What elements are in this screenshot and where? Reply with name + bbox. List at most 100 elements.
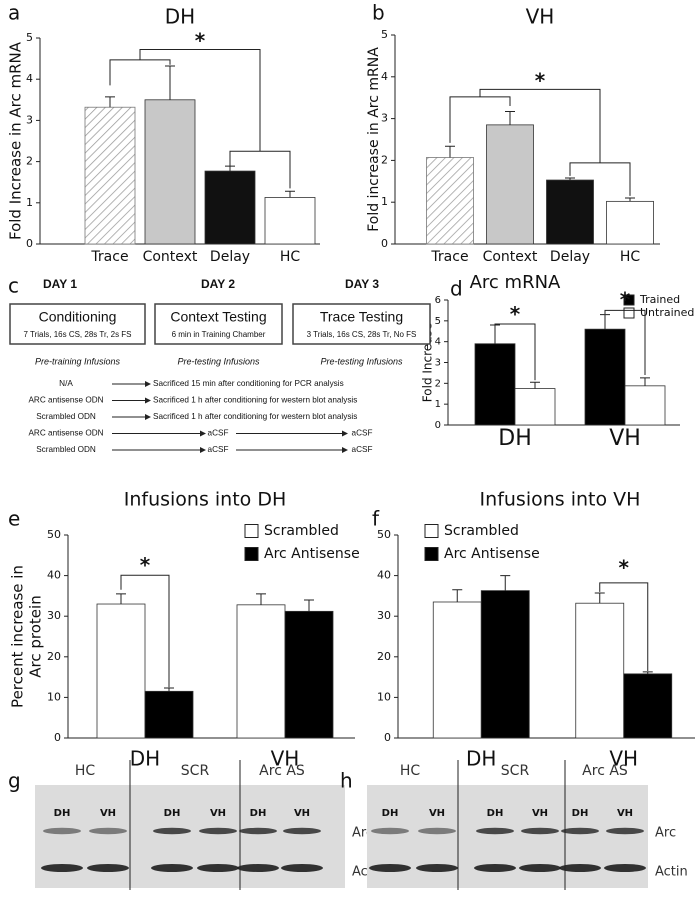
actin-band	[604, 864, 646, 872]
y-tick-label: 5	[435, 316, 441, 327]
significance-star: *	[195, 29, 206, 53]
error-bar	[285, 190, 295, 198]
y-tick-label: 10	[377, 690, 391, 703]
error-bar	[640, 377, 650, 386]
y-tick-label: 1	[435, 399, 441, 410]
y-tick-label: 0	[26, 237, 33, 250]
session-detail: 6 min in Training Chamber	[172, 330, 266, 339]
panel-label: c	[8, 274, 19, 298]
group-label: SCR	[181, 763, 210, 779]
session-title: Context Testing	[170, 309, 266, 325]
actin-band	[559, 864, 601, 872]
treatment-label: N/A	[59, 379, 73, 388]
lane-label: DH	[572, 808, 589, 819]
significance-bracket	[109, 59, 171, 86]
lane-label: VH	[294, 808, 310, 819]
legend-label: Scrambled	[264, 523, 339, 539]
error-bar	[490, 324, 500, 344]
session-detail: 7 Trials, 16s CS, 28s Tr, 2s FS	[23, 330, 131, 339]
bar	[474, 343, 516, 426]
protocol-panel: c DAY 1 DAY 2 DAY 3 Conditioning 7 Trials, 16…	[8, 274, 431, 454]
significance-bracket	[599, 582, 649, 672]
y-tick-label: 40	[47, 569, 61, 582]
significance-star: *	[510, 302, 521, 326]
actin-band	[151, 864, 193, 872]
bar	[546, 179, 594, 245]
actin-band	[197, 864, 239, 872]
error-bar	[165, 65, 175, 100]
y-tick-label: 10	[47, 690, 61, 703]
bar	[624, 385, 666, 426]
actin-band	[41, 864, 83, 872]
lane-label: VH	[429, 808, 445, 819]
y-tick-label: 0	[381, 237, 388, 250]
y-tick-label: 50	[377, 528, 391, 541]
chart-title: Arc mRNA	[470, 272, 561, 293]
actin-band	[281, 864, 323, 872]
actin-band	[237, 864, 279, 872]
bar	[584, 328, 626, 426]
session-title: Conditioning	[39, 309, 117, 325]
bar	[144, 690, 194, 739]
group-label: Arc AS	[259, 763, 305, 779]
treatment-label: Scrambled ODN	[36, 445, 96, 454]
bar	[284, 610, 334, 739]
legend-swatch	[244, 547, 259, 561]
y-tick-label: 4	[26, 72, 33, 85]
treatment-label: ARC antisense ODN	[28, 396, 103, 405]
y-tick-label: 3	[381, 112, 388, 125]
y-tick-label: 0	[54, 731, 61, 744]
infusion-header: Pre-testing Infusions	[177, 356, 260, 366]
group-label: SCR	[501, 763, 530, 779]
error-bar	[594, 592, 605, 604]
arc-band	[239, 827, 277, 835]
group-label: Arc AS	[582, 763, 628, 779]
legend-swatch	[623, 294, 635, 306]
arc-band	[371, 827, 409, 835]
bar	[480, 590, 530, 739]
significance-star: *	[140, 553, 151, 577]
error-bar	[105, 96, 115, 108]
significance-star: *	[535, 69, 546, 93]
outcome-label: aCSF	[208, 429, 229, 438]
arc-band	[283, 827, 321, 835]
lane-label: DH	[250, 808, 267, 819]
panel-label: f	[372, 507, 380, 531]
arc-band	[199, 827, 237, 835]
significance-bracket	[139, 49, 261, 152]
bar	[96, 603, 146, 739]
y-tick-label: 6	[435, 295, 441, 306]
error-bar	[256, 593, 266, 605]
group-label: HC	[75, 763, 96, 779]
error-bar	[164, 687, 174, 692]
arc-band	[561, 827, 599, 835]
y-tick-label: 30	[47, 609, 61, 622]
arc-band	[43, 827, 81, 835]
significance-bracket	[494, 323, 536, 381]
bar	[84, 106, 136, 245]
bar	[575, 602, 625, 739]
chart-title: Infusions into VH	[480, 489, 641, 511]
bar	[144, 99, 196, 245]
panel-label: d	[450, 277, 463, 301]
y-tick-label: 0	[384, 731, 391, 744]
y-tick-label: 4	[381, 70, 388, 83]
y-tick-label: 3	[435, 358, 441, 369]
y-tick-label: 1	[26, 196, 33, 209]
lane-label: VH	[617, 808, 633, 819]
y-axis-label: Fold increase in Arc mRNA	[366, 47, 382, 232]
row-label: Actin	[655, 865, 688, 880]
x-tick-label: DH	[466, 747, 496, 771]
x-tick-label: Context	[143, 249, 198, 265]
legend-label: Trained	[639, 293, 680, 306]
day-label: DAY 2	[201, 277, 235, 291]
bar	[264, 197, 316, 245]
lane-label: DH	[487, 808, 504, 819]
y-tick-label: 5	[381, 28, 388, 41]
lane-label: DH	[164, 808, 181, 819]
arc-band	[89, 827, 127, 835]
x-tick-label: Context	[483, 249, 538, 265]
x-tick-label: HC	[280, 249, 301, 265]
infusion-header: Pre-testing Infusions	[320, 356, 403, 366]
legend-swatch	[424, 547, 439, 561]
